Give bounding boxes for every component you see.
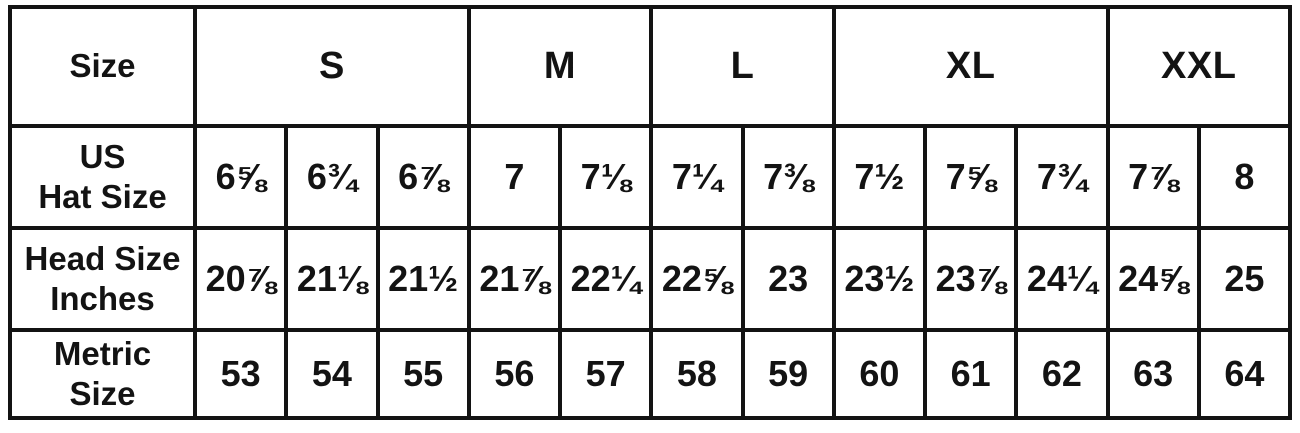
head-size-inches-value: 21⅞	[466, 226, 563, 332]
us-hat-size-value: 7¼	[649, 124, 745, 230]
us-hat-size-value: 7¾	[1014, 124, 1110, 230]
us-hat-size-value: 6⅞	[375, 124, 471, 230]
size-column-header: Size	[8, 5, 197, 128]
us-hat-size-value: 7½	[831, 124, 928, 230]
metric-size-value: 59	[740, 328, 836, 420]
us-hat-size-value: 6⅝	[192, 124, 289, 230]
us-hat-size-value: 6¾	[284, 124, 380, 230]
us-hat-size-row: US Hat Size 6⅝ 6¾ 6⅞ 7 7⅛ 7¼ 7⅜ 7½ 7⅝ 7¾…	[8, 124, 1293, 230]
size-group-xxl: XXL	[1105, 5, 1292, 128]
head-size-inches-value: 24⅝	[1105, 226, 1201, 332]
us-hat-size-value: 7	[466, 124, 563, 230]
metric-size-row-label: Metric Size	[8, 328, 197, 420]
head-size-inches-value: 23½	[831, 226, 928, 332]
head-size-inches-value: 24¼	[1014, 226, 1110, 332]
size-group-m: M	[466, 5, 654, 128]
metric-size-value: 63	[1105, 328, 1201, 420]
head-size-inches-value: 21⅛	[284, 226, 380, 332]
header-row: Size S M L XL XXL	[8, 5, 1292, 128]
us-hat-size-value: 7⅝	[922, 124, 1019, 230]
metric-size-value: 57	[557, 328, 654, 420]
us-hat-size-value: 7⅞	[1105, 124, 1201, 230]
head-size-inches-value: 25	[1196, 226, 1293, 332]
us-hat-size-row-label: US Hat Size	[8, 124, 197, 230]
metric-size-value: 60	[831, 328, 928, 420]
us-hat-size-value: 7⅛	[557, 124, 654, 230]
size-group-xl: XL	[831, 5, 1110, 128]
metric-size-value: 56	[466, 328, 563, 420]
metric-size-value: 61	[922, 328, 1019, 420]
metric-size-value: 58	[649, 328, 745, 420]
head-size-inches-value: 22⅝	[649, 226, 745, 332]
head-size-inches-value: 21½	[375, 226, 471, 332]
head-size-inches-row: Head Size Inches 20⅞ 21⅛ 21½ 21⅞ 22¼ 22⅝…	[8, 226, 1293, 332]
head-size-inches-value: 23	[740, 226, 836, 332]
metric-size-value: 64	[1196, 328, 1293, 420]
us-hat-size-value: 8	[1196, 124, 1293, 230]
size-group-s: S	[193, 5, 471, 128]
metric-size-value: 54	[284, 328, 380, 420]
head-size-inches-row-label: Head Size Inches	[8, 226, 197, 332]
metric-size-value: 55	[375, 328, 471, 420]
size-group-l: L	[649, 5, 836, 128]
head-size-inches-value: 23⅞	[922, 226, 1019, 332]
metric-size-value: 62	[1014, 328, 1110, 420]
us-hat-size-value: 7⅜	[740, 124, 836, 230]
head-size-inches-value: 20⅞	[192, 226, 289, 332]
metric-size-row: Metric Size 53 54 55 56 57 58 59 60 61 6…	[8, 328, 1293, 420]
hat-size-chart-table: Size S M L XL XXL US Hat Size 6⅝ 6¾ 6⅞ 7…	[8, 5, 1293, 420]
metric-size-value: 53	[192, 328, 289, 420]
head-size-inches-value: 22¼	[557, 226, 654, 332]
